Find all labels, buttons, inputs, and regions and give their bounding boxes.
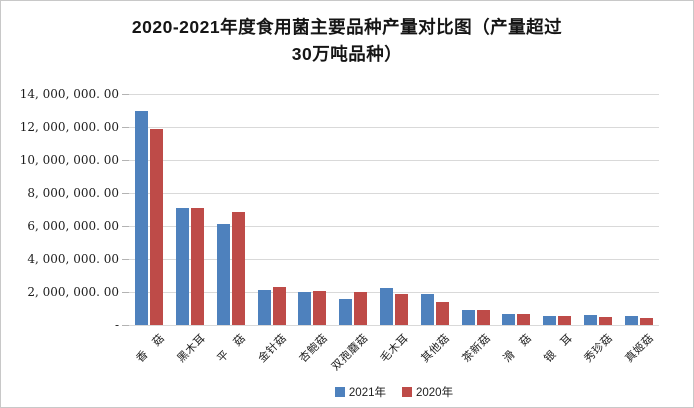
category-group: 茶新菇 xyxy=(455,94,496,365)
gridline xyxy=(129,193,659,194)
bar-2021年 xyxy=(583,315,597,325)
plot-area: 香 菇黑木耳平 菇金针菇 杏鲍菇 双孢蘑菇 毛木耳 其他菇 茶新菇滑 菇银 耳秀珍菇 真姬菇 xyxy=(129,94,659,373)
bar-2020年 xyxy=(517,314,531,325)
x-category-label: 滑 菇 xyxy=(501,332,534,366)
category-group: 银 耳 xyxy=(537,94,578,365)
y-tick-mark xyxy=(122,259,129,260)
bar-2021年 xyxy=(379,288,393,325)
legend-label: 2020年 xyxy=(416,387,454,399)
bar-2020年 xyxy=(191,208,205,325)
gridline xyxy=(129,292,659,293)
y-tick-label: 2, 000, 000. 00 xyxy=(27,285,119,299)
bar-2021年 xyxy=(339,299,353,325)
legend: 2021年 2020年 xyxy=(129,384,659,400)
category-group: 真姬菇 xyxy=(618,94,659,365)
bar-2020年 xyxy=(476,309,490,325)
gridline xyxy=(129,94,659,95)
y-tick-label: - xyxy=(114,318,119,332)
y-tick-label: 10, 000, 000. 00 xyxy=(19,153,119,167)
y-tick-label: 6, 000, 000. 00 xyxy=(27,219,119,233)
y-tick-mark xyxy=(122,160,129,161)
y-axis: 14, 000, 000. 00 12, 000, 000. 00 10, 000,… xyxy=(1,87,119,332)
category-group: 毛木耳 xyxy=(374,94,415,365)
x-category-label: 香 菇 xyxy=(134,332,167,366)
legend-label: 2021年 xyxy=(348,387,386,399)
bar-2020年 xyxy=(272,287,286,325)
category-group: 金针菇 xyxy=(251,94,292,365)
bar-2021年 xyxy=(216,224,230,325)
bar-2021年 xyxy=(461,310,475,325)
bar-2020年 xyxy=(435,301,449,325)
x-category-label: 双孢蘑菇 xyxy=(329,332,371,374)
x-category-label: 杏鲍菇 xyxy=(297,332,331,366)
x-category-label: 黑木耳 xyxy=(174,332,208,366)
x-category-label: 平 菇 xyxy=(215,332,249,366)
bar-2021年 xyxy=(257,289,271,325)
bar-2020年 xyxy=(354,292,368,325)
bar-2020年 xyxy=(558,315,572,325)
y-tick-label: 14, 000, 000. 00 xyxy=(19,87,119,101)
legend-swatch-icon xyxy=(402,387,412,397)
category-group: 香 菇 xyxy=(129,94,170,365)
bar-2021年 xyxy=(176,208,190,325)
bar-2020年 xyxy=(231,211,245,325)
category-group: 其他菇 xyxy=(414,94,455,365)
bar-2020年 xyxy=(313,291,327,325)
bar-2021年 xyxy=(624,316,638,325)
y-tick-label: 4, 000, 000. 00 xyxy=(27,252,119,266)
category-group: 双孢蘑菇 xyxy=(330,94,374,373)
y-tick-mark xyxy=(122,226,129,227)
y-tick-mark xyxy=(122,292,129,293)
x-category-label: 茶新菇 xyxy=(460,332,494,366)
y-tick-mark xyxy=(122,94,129,95)
gridline xyxy=(129,226,659,227)
category-group: 杏鲍菇 xyxy=(292,94,333,365)
x-category-label: 其他菇 xyxy=(419,332,453,366)
bar-2021年 xyxy=(543,316,557,325)
legend-item: 2021年 xyxy=(334,384,386,400)
x-category-label: 毛木耳 xyxy=(378,332,412,366)
y-tick-label: 12, 000, 000. 00 xyxy=(19,120,119,134)
x-category-label: 秀珍菇 xyxy=(582,332,616,366)
y-tick-mark xyxy=(122,193,129,194)
bar-2021年 xyxy=(502,314,516,325)
x-category-label: 真姬菇 xyxy=(623,332,657,366)
y-tick-mark xyxy=(122,127,129,128)
bar-2020年 xyxy=(598,317,612,325)
gridline xyxy=(129,160,659,161)
category-group: 秀珍菇 xyxy=(577,94,618,365)
bar-2021年 xyxy=(298,292,312,325)
bar-2021年 xyxy=(135,111,149,325)
x-category-label: 银 耳 xyxy=(541,332,575,366)
gridline xyxy=(129,127,659,128)
bar-2020年 xyxy=(150,128,164,325)
category-group: 滑 菇 xyxy=(496,94,537,365)
bar-2020年 xyxy=(394,294,408,325)
chart-title: 2020-2021年度食用菌主要品种产量对比图（产量超过30万吨品种） xyxy=(131,17,563,64)
x-category-label: 金针菇 xyxy=(256,332,290,366)
bar-series-container: 香 菇黑木耳平 菇金针菇 杏鲍菇 双孢蘑菇 毛木耳 其他菇 茶新菇滑 菇银 耳秀珍菇 真姬菇 xyxy=(129,94,659,373)
bar-2020年 xyxy=(639,317,653,325)
y-tick-mark xyxy=(122,325,129,326)
bar-2021年 xyxy=(420,294,434,325)
gridline xyxy=(129,259,659,260)
category-group: 黑木耳 xyxy=(170,94,211,365)
legend-swatch-icon xyxy=(334,387,345,397)
y-tick-label: 8, 000, 000. 00 xyxy=(27,186,119,200)
x-axis-line xyxy=(129,325,659,326)
category-group: 平 菇 xyxy=(211,94,252,365)
legend-item: 2020年 xyxy=(402,384,453,400)
